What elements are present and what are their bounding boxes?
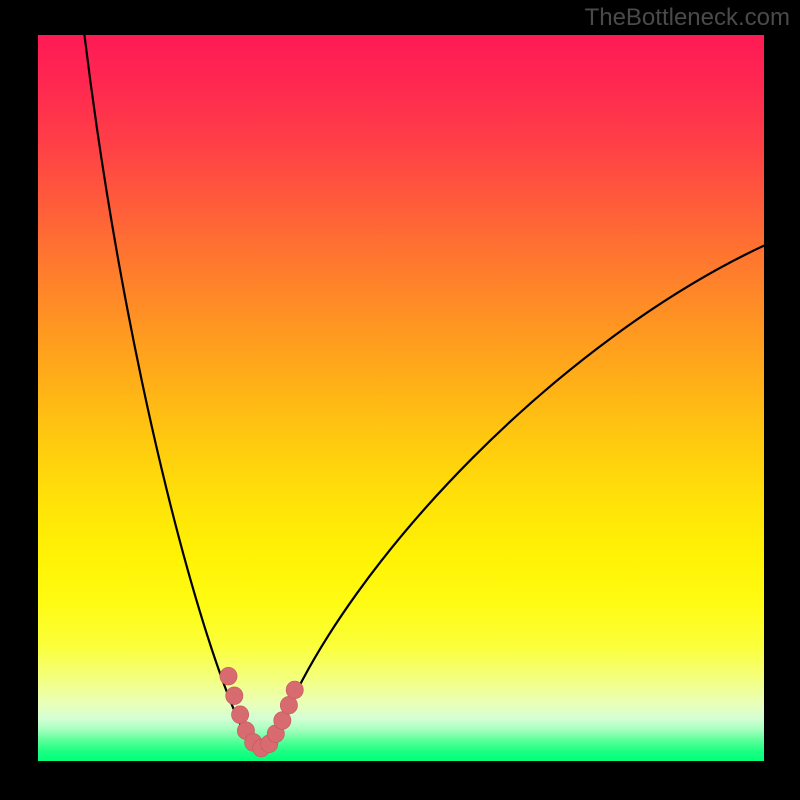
bottleneck-curve-chart <box>0 0 800 800</box>
curve-marker <box>226 687 243 705</box>
curve-marker <box>220 667 237 685</box>
chart-container: TheBottleneck.com <box>0 0 800 800</box>
watermark-text: TheBottleneck.com <box>585 4 790 32</box>
curve-marker <box>286 681 303 699</box>
curve-marker <box>231 706 248 724</box>
